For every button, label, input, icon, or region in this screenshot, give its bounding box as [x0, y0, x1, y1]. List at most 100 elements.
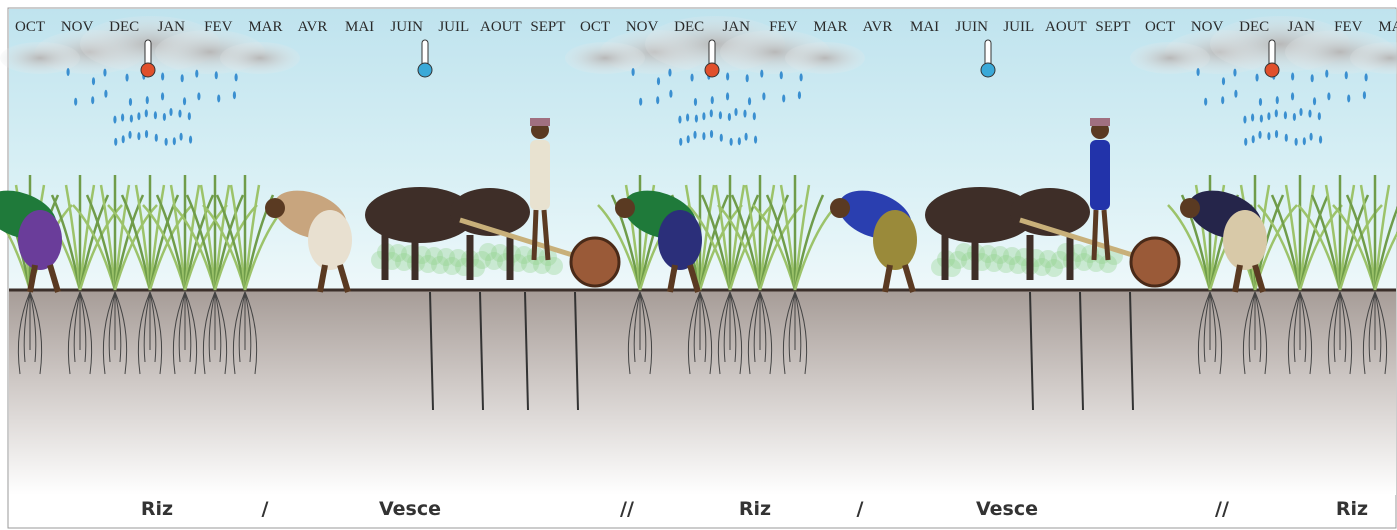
- cloud: [565, 42, 645, 74]
- root: [184, 291, 192, 363]
- root: [639, 291, 647, 363]
- root: [782, 291, 796, 375]
- root: [693, 291, 701, 363]
- taproot: [1079, 291, 1084, 411]
- person-skirt: [658, 210, 702, 270]
- root: [627, 291, 641, 375]
- month-label: DEC: [109, 19, 139, 35]
- roller: [569, 236, 621, 288]
- person-leg: [902, 264, 916, 293]
- root: [232, 291, 246, 375]
- raindrop: [1196, 68, 1200, 76]
- raindrop: [214, 71, 218, 80]
- root: [1368, 291, 1376, 363]
- vetch: [479, 243, 497, 261]
- raindrop: [91, 77, 96, 86]
- rice-leaf: [1373, 231, 1397, 291]
- vetch: [443, 257, 461, 275]
- labels: OCT NOV DEC JAN FEV MAR AVR MAI JUIN JUIL AOUT SEPT…: [15, 19, 1397, 520]
- rice-leaf: [728, 204, 773, 291]
- month-label: AOUT: [1045, 19, 1087, 35]
- raindrop: [718, 111, 722, 120]
- root: [244, 291, 258, 375]
- rice-leaf: [1373, 184, 1391, 291]
- raindrop: [1251, 135, 1255, 144]
- raindrop: [752, 112, 756, 121]
- raindrop: [91, 96, 95, 105]
- root: [1248, 291, 1256, 363]
- root: [759, 291, 773, 375]
- raindrop: [1244, 137, 1248, 146]
- root: [79, 291, 87, 363]
- rice-leaf: [1324, 184, 1342, 291]
- rice-leaf: [169, 184, 187, 291]
- vetch: [473, 251, 491, 269]
- raindrop: [188, 135, 193, 144]
- rice-leaf: [148, 184, 166, 291]
- month-label: MAI: [910, 19, 939, 35]
- rice-leaf: [78, 184, 96, 291]
- thermometer-bulb: [417, 62, 433, 78]
- raindrop: [103, 68, 107, 77]
- thermometer: [144, 39, 152, 67]
- crop-label: Riz: [739, 498, 771, 520]
- vetch: [1039, 250, 1057, 268]
- raindrop: [137, 132, 141, 141]
- root: [729, 291, 737, 363]
- thermometer-bulb: [1264, 62, 1280, 78]
- month-label: OCT: [1145, 19, 1175, 35]
- month-label: FEV: [204, 19, 233, 35]
- vetch: [1087, 254, 1105, 272]
- vetch: [1099, 255, 1117, 273]
- root: [1374, 291, 1388, 375]
- raindrop: [114, 137, 118, 146]
- month-label: MAI: [345, 19, 374, 35]
- rice-leaf: [779, 184, 797, 291]
- raindrop: [128, 130, 132, 139]
- raindrop: [1299, 108, 1303, 117]
- raindrop: [760, 69, 764, 78]
- root: [1374, 291, 1382, 363]
- raindrop: [1308, 109, 1312, 118]
- raindrop: [74, 97, 78, 106]
- raindrop: [1275, 96, 1279, 105]
- raindrop: [144, 130, 149, 139]
- raindrop: [1309, 132, 1313, 141]
- man-leg: [1101, 209, 1111, 261]
- rice-leaf: [714, 184, 732, 291]
- raindrop: [702, 112, 706, 121]
- vetch: [431, 256, 449, 274]
- raindrop: [656, 96, 660, 105]
- raindrop: [1290, 92, 1295, 101]
- root: [202, 291, 216, 375]
- root: [794, 291, 808, 375]
- root: [788, 291, 796, 363]
- decorations: [0, 16, 1397, 411]
- vetch: [1033, 258, 1051, 276]
- cloud: [0, 42, 80, 74]
- raindrop: [234, 73, 238, 82]
- person-head: [265, 198, 285, 218]
- vetch: [991, 246, 1009, 264]
- month-label: NOV: [626, 19, 659, 35]
- root: [143, 291, 151, 363]
- crop-label: Vesce: [976, 498, 1038, 520]
- crop-label: //: [620, 498, 634, 520]
- month-label: JUIL: [1003, 19, 1034, 35]
- raindrop: [1255, 73, 1259, 82]
- root: [717, 291, 731, 375]
- raindrop: [1267, 112, 1271, 121]
- person-leg: [317, 264, 328, 293]
- raindrop: [145, 96, 149, 105]
- person-leg: [1252, 264, 1266, 293]
- raindrop: [727, 112, 731, 121]
- root: [108, 291, 116, 363]
- raindrop: [1291, 72, 1295, 81]
- month-label: JAN: [722, 19, 750, 35]
- person-leg: [27, 264, 38, 293]
- root: [723, 291, 731, 363]
- raindrop: [1318, 135, 1323, 144]
- root: [1254, 291, 1262, 363]
- root: [1197, 291, 1211, 375]
- vetch: [979, 245, 997, 263]
